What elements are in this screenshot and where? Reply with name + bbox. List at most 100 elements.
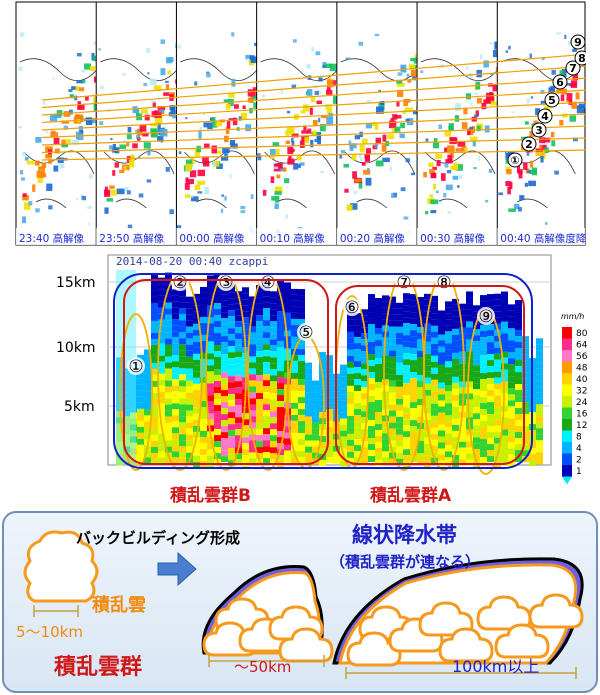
time-label: 00:30 高解像 — [420, 232, 486, 245]
legend-value: 12 — [576, 421, 587, 431]
svg-text:7: 7 — [569, 62, 577, 75]
cell-label: ⑨ — [477, 307, 495, 327]
linear-band-title: 線状降水帯 — [352, 523, 457, 547]
cluster-cloud — [201, 565, 334, 663]
svg-text:⑥: ⑥ — [344, 298, 359, 318]
cumulonimbus-label: 積乱雲 — [92, 595, 146, 616]
legend-value: 1 — [576, 467, 582, 477]
cell-label: ⑤ — [297, 323, 315, 343]
svg-text:⑧: ⑧ — [436, 273, 451, 293]
legend-value: 40 — [576, 375, 588, 385]
legend-value: 24 — [576, 398, 588, 408]
tracking-line — [41, 65, 589, 109]
tracking-line — [41, 113, 589, 139]
legend-value: 64 — [576, 341, 588, 351]
svg-text:⑨: ⑨ — [478, 307, 493, 327]
legend-swatch — [562, 419, 572, 431]
time-label: 00:20 高解像 — [340, 232, 406, 245]
legend-swatch — [562, 327, 572, 339]
legend-swatch — [562, 453, 572, 465]
legend-swatch — [562, 338, 572, 350]
cell-label: ③ — [217, 273, 235, 293]
cell-label: ⑦ — [395, 273, 413, 293]
radar-frame-strip: 23:40 高解像 23:50 高解像 00:00 高解像 00:10 高解像 00:2… — [12, 0, 600, 247]
cluster-label: 積乱雲群 — [54, 655, 143, 680]
cell-number-marker: 5 — [544, 92, 560, 108]
legend-swatch — [562, 430, 572, 442]
cell-number-marker: ① — [507, 152, 523, 168]
time-label: 00:00 高解像 — [179, 232, 245, 245]
tracking-line — [41, 101, 589, 131]
legend-swatch — [562, 465, 572, 477]
cell-number-marker: 6 — [552, 74, 568, 90]
legend-value: 4 — [576, 444, 582, 454]
tracking-line — [41, 89, 589, 124]
legend-swatch — [562, 407, 572, 419]
cross-section-header: 2014-08-20 00:40 zcappi — [116, 255, 269, 268]
tracking-line — [41, 149, 589, 161]
group-a-label: 積乱雲群A — [370, 486, 452, 506]
legend-value: 80 — [576, 329, 588, 339]
svg-text:⑤: ⑤ — [298, 323, 313, 343]
group-b-label: 積乱雲群B — [170, 486, 251, 506]
cross-section-panel: ① ② ③ ④ ⑤ ⑥ ⑦ ⑧ ⑨ 80 64 56 48 40 32 24 16 12 8 4 2 1 2014-08… — [0, 252, 600, 507]
svg-text:2: 2 — [525, 138, 533, 151]
backbuilding-label: バックビルディング形成 — [76, 529, 240, 547]
tracking-line — [41, 77, 589, 116]
svg-text:9: 9 — [574, 36, 582, 49]
band-outline — [113, 273, 533, 469]
cell-ellipse — [119, 313, 153, 471]
radar-frame: 23:40 高解像 — [15, 1, 107, 246]
legend-swatch — [562, 396, 572, 408]
time-label: 00:10 高解像 — [260, 232, 326, 245]
group-a-outline — [335, 285, 525, 465]
svg-text:3: 3 — [535, 124, 543, 137]
linear-band-cloud — [332, 557, 584, 667]
legend-value: 2 — [576, 456, 582, 466]
tracking-line — [41, 137, 589, 154]
radar-frame: 00:20 高解像 — [336, 1, 426, 246]
radar-frame: 00:00 高解像 — [175, 1, 265, 246]
legend-value: 32 — [576, 387, 587, 397]
cell-number-marker: 2 — [521, 136, 537, 152]
altitude-tick-15km: 15km — [56, 275, 96, 291]
band-size-label: 100km以上 — [452, 657, 540, 676]
svg-text:②: ② — [172, 273, 187, 293]
altitude-tick-5km: 5km — [64, 399, 95, 415]
cell-label: ④ — [259, 273, 277, 293]
svg-text:5: 5 — [548, 94, 556, 107]
cell-number-marker: 3 — [531, 122, 547, 138]
radar-frame: 00:10 高解像 — [256, 1, 345, 246]
legend-swatch — [562, 373, 572, 385]
tracking-line — [41, 125, 589, 146]
concept-diagram: バックビルディング形成 線状降水帯 （積乱雲群が連なる） 積乱雲 5〜10km … — [2, 511, 598, 693]
legend-value: 56 — [576, 352, 588, 362]
svg-text:①: ① — [510, 154, 519, 167]
legend-swatch — [562, 350, 572, 362]
legend-swatch — [562, 384, 572, 396]
cell-label: ① — [127, 357, 145, 377]
group-b-outline — [123, 279, 329, 465]
cell-size-label: 5〜10km — [16, 623, 83, 641]
legend-value: 8 — [576, 433, 582, 443]
concept-svg — [23, 530, 584, 679]
time-label: 00:40 高解像度降水ナ — [500, 232, 586, 245]
legend-unit: mm/h — [561, 312, 585, 321]
time-label: 23:50 高解像 — [99, 232, 165, 245]
cell-label: ② — [171, 273, 189, 293]
cell-number-marker: 9 — [570, 34, 586, 50]
cluster-size-label: 〜50km — [234, 658, 292, 676]
svg-text:③: ③ — [218, 273, 233, 293]
legend-swatch — [562, 361, 572, 373]
cell-number-marker: 8 — [574, 50, 590, 66]
altitude-tick-10km: 10km — [56, 340, 96, 356]
legend-swatch — [562, 442, 572, 454]
svg-text:①: ① — [128, 357, 143, 377]
svg-text:6: 6 — [556, 76, 564, 89]
radar-frame: 00:30 高解像 — [416, 1, 506, 246]
svg-text:⑦: ⑦ — [396, 273, 411, 293]
cell-label: ⑥ — [343, 298, 361, 318]
radar-frames-svg: 23:40 高解像 23:50 高解像 00:00 高解像 00:10 高解像 00:2… — [12, 0, 600, 247]
cell-label: ⑧ — [435, 273, 453, 293]
